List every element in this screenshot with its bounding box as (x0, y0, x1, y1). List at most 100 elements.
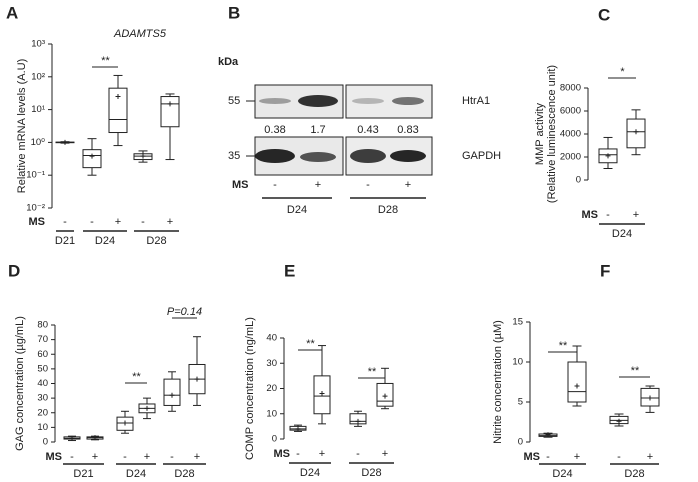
significance-label: ** (132, 371, 141, 383)
y-tick-label: 10⁰ (31, 137, 46, 148)
group-label: D24 (300, 467, 320, 479)
mean-marker (62, 139, 68, 145)
treatment-sign: + (92, 451, 98, 463)
treatment-sign: - (606, 209, 610, 221)
mean-marker (382, 393, 388, 399)
treatment-label: MS (29, 216, 46, 228)
treatment-sign: + (319, 448, 325, 460)
treatment-sign: - (90, 216, 94, 228)
treatment-sign: - (273, 179, 277, 191)
mean-marker (122, 420, 128, 426)
group-label: D28 (174, 468, 194, 480)
y-axis-label: Nitrite concentration (µM) (492, 320, 504, 444)
band-ratio: 0.83 (397, 124, 418, 136)
mean-marker (319, 391, 325, 397)
box (349, 413, 367, 425)
unit-label: kDa (218, 56, 239, 68)
band (350, 149, 386, 163)
treatment-sign: + (633, 209, 639, 221)
y-tick-label: 10¹ (31, 104, 45, 115)
band-ratio: 0.38 (264, 124, 285, 136)
group-label: D24 (552, 468, 572, 480)
mean-marker (92, 435, 98, 441)
treatment-label: MS (524, 451, 541, 463)
y-tick-label: 70 (37, 334, 48, 345)
mean-marker (169, 392, 175, 398)
y-tick-label: 20 (37, 407, 48, 418)
group-label: D28 (361, 467, 381, 479)
mean-marker (140, 153, 146, 159)
treatment-label: MS (274, 448, 291, 460)
band (390, 150, 426, 162)
panel-letter: F (600, 261, 610, 280)
box (567, 361, 587, 403)
y-tick-label: 0 (576, 175, 581, 186)
box (160, 96, 180, 128)
panel-letter: E (284, 261, 295, 280)
y-tick-label: 30 (266, 358, 277, 369)
protein-label: GAPDH (462, 150, 501, 162)
band (352, 98, 384, 104)
treatment-label: MS (232, 179, 249, 191)
mean-marker (144, 405, 150, 411)
group-label: D28 (378, 204, 398, 216)
y-axis-label: MMP activity (534, 102, 546, 165)
mean-marker (647, 395, 653, 401)
mean-marker (616, 418, 622, 424)
treatment-sign: + (167, 216, 173, 228)
group-label: D24 (95, 235, 115, 247)
mean-marker (69, 435, 75, 441)
y-tick-label: 40 (37, 378, 48, 389)
y-tick-label: 5 (518, 397, 523, 408)
y-tick-label: 6000 (560, 106, 581, 117)
mean-marker (295, 426, 301, 432)
band (300, 152, 336, 162)
panel-letter: C (598, 5, 610, 24)
band-ratio: 0.43 (357, 124, 378, 136)
treatment-sign: - (296, 448, 300, 460)
y-tick-label: 10 (37, 422, 48, 433)
group-label: D24 (126, 468, 146, 480)
marker-label: 35 (228, 150, 240, 162)
group-label: D28 (624, 468, 644, 480)
mean-marker (574, 383, 580, 389)
group-label: D24 (612, 228, 632, 240)
mean-marker (89, 153, 95, 159)
y-tick-label: 10 (266, 408, 277, 419)
mean-marker (633, 129, 639, 135)
significance-label: ** (630, 365, 639, 377)
treatment-sign: + (405, 179, 411, 191)
y-tick-label: 8000 (560, 83, 581, 94)
y-tick-label: 10 (512, 357, 523, 368)
significance-label: * (620, 66, 625, 78)
y-tick-label: 2000 (560, 152, 581, 163)
group-label: D21 (55, 235, 75, 247)
y-tick-label: 15 (512, 317, 523, 328)
band (259, 98, 291, 104)
y-tick-label: 10⁻¹ (26, 170, 45, 181)
group-label: D24 (287, 204, 307, 216)
group-label: D21 (73, 468, 93, 480)
y-axis-label: Relative mRNA levels (A.U) (16, 59, 28, 193)
y-tick-label: 40 (266, 333, 277, 344)
treatment-sign: + (144, 451, 150, 463)
y-tick-label: 50 (37, 363, 48, 374)
y-tick-label: 20 (266, 383, 277, 394)
treatment-sign: - (356, 448, 360, 460)
box (163, 378, 181, 406)
treatment-sign: + (574, 451, 580, 463)
significance-label: ** (101, 55, 110, 67)
y-axis-label-sub: (Relative luminescence unit) (546, 65, 558, 203)
chart-title: ADAMTS5 (113, 28, 167, 40)
significance-label: P=0.14 (167, 306, 202, 318)
y-axis-label: GAG concentration (µg/mL) (14, 316, 26, 451)
band (255, 149, 295, 163)
y-tick-label: 10⁻² (26, 203, 45, 214)
protein-label: HtrA1 (462, 95, 490, 107)
mean-marker (605, 153, 611, 159)
significance-label: ** (306, 338, 315, 350)
treatment-sign: - (617, 451, 621, 463)
treatment-sign: - (63, 216, 67, 228)
y-tick-label: 60 (37, 349, 48, 360)
